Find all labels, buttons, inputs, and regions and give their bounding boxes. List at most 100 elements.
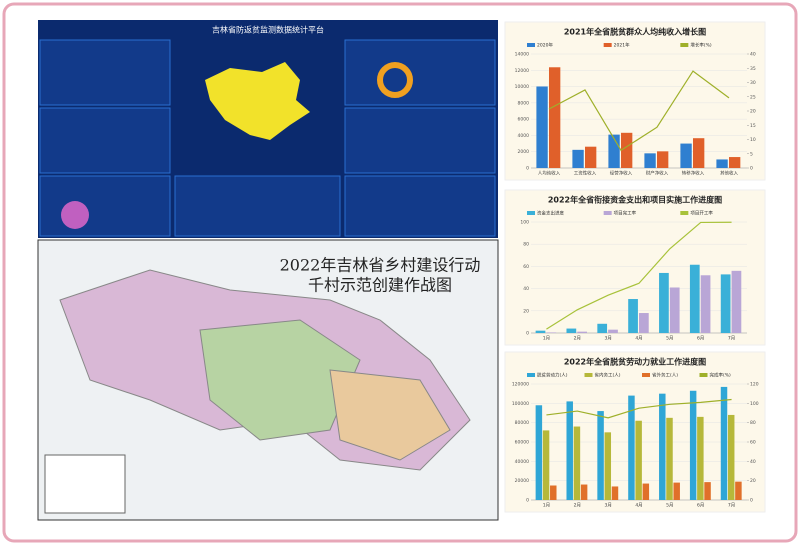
y-tick-label: 80000 — [515, 420, 529, 426]
y2-tick-label: 80 — [750, 420, 756, 426]
legend-label: 项目完工率 — [614, 210, 637, 217]
y-tick-label: 4000 — [518, 133, 530, 139]
y2-tick-label: 30 — [750, 80, 756, 86]
y2-tick-label: 120 — [750, 382, 759, 388]
bar — [704, 482, 711, 500]
map: 2022年吉林省乡村建设行动 千村示范创建作战图 — [37, 239, 499, 521]
y-tick-label: 14000 — [515, 52, 529, 58]
x-tick-label: 7月 — [728, 336, 735, 342]
panel — [174, 175, 341, 237]
y-tick-label: 0 — [526, 331, 529, 337]
bar — [689, 390, 697, 500]
legend-swatch — [680, 43, 689, 47]
legend-swatch — [527, 373, 535, 377]
panel — [344, 39, 496, 106]
bar — [735, 481, 742, 500]
bar — [536, 86, 548, 168]
y2-tick-label: 35 — [750, 66, 756, 72]
bar — [577, 331, 588, 333]
chart: 2021年全省脱贫群众人均纯收入增长图 2020年 2021年 增长率(%) 0 2000… — [504, 21, 766, 181]
y2-tick-label: 15 — [750, 123, 756, 129]
chart-title: 2021年全省脱贫群众人均纯收入增长图 — [564, 27, 706, 37]
bar — [700, 275, 711, 333]
x-tick-label: 4月 — [635, 503, 642, 509]
legend-label: 省内务工(人) — [595, 372, 621, 379]
y-tick-label: 100 — [520, 220, 529, 226]
bar — [716, 159, 728, 168]
bar — [720, 386, 728, 500]
x-tick-label: 2月 — [574, 336, 581, 342]
bar — [731, 270, 742, 333]
bar — [580, 484, 588, 500]
y-tick-label: 60 — [523, 264, 529, 270]
panel — [39, 107, 171, 174]
legend-swatch — [680, 211, 689, 215]
bar — [566, 328, 577, 333]
bar — [535, 330, 546, 333]
x-tick-label: 2月 — [574, 503, 581, 509]
y2-tick-label: 40 — [750, 52, 756, 58]
bar — [642, 483, 650, 500]
chart-title: 2022年全省脱贫劳动力就业工作进度图 — [564, 357, 706, 367]
legend-swatch — [603, 211, 612, 215]
y-tick-label: 2000 — [518, 149, 530, 155]
pie — [61, 201, 89, 229]
y-tick-label: 0 — [526, 498, 529, 504]
line — [546, 398, 732, 419]
y2-tick-label: 40 — [750, 459, 756, 465]
bar — [666, 417, 673, 500]
donut — [377, 62, 413, 98]
panel — [39, 39, 171, 106]
x-tick-label: 工资性收入 — [574, 170, 597, 177]
y2-tick-label: 100 — [750, 401, 759, 407]
bar — [639, 313, 649, 333]
bar — [659, 393, 666, 500]
y-tick-label: 40 — [523, 286, 529, 292]
y-tick-label: 6000 — [518, 117, 530, 123]
x-tick-label: 4月 — [635, 336, 642, 342]
dashboard: 吉林省防返贫监测数据统计平台 — [38, 20, 498, 238]
bar — [689, 264, 700, 333]
x-tick-label: 6月 — [697, 336, 704, 342]
legend-label: 增长率(%) — [690, 42, 712, 49]
y2-tick-label: 5 — [750, 151, 753, 157]
x-tick-label: 3月 — [604, 336, 611, 342]
legend-label: 完成率(%) — [710, 372, 732, 379]
y2-tick-label: 0 — [750, 498, 753, 504]
y-tick-label: 120000 — [512, 382, 529, 388]
y-tick-label: 60000 — [515, 440, 529, 446]
y-tick-label: 10000 — [515, 84, 529, 90]
bar — [604, 432, 612, 500]
legend-label: 资金支出进度 — [537, 210, 564, 217]
bar — [597, 323, 608, 333]
bar — [542, 430, 550, 500]
bar — [573, 426, 581, 500]
bar — [628, 299, 638, 333]
map-legend — [44, 454, 126, 514]
y-tick-label: 12000 — [515, 68, 529, 74]
bar — [611, 486, 619, 500]
bar — [659, 272, 669, 333]
legend-swatch — [527, 43, 535, 47]
bar — [546, 332, 557, 333]
map-region — [199, 319, 361, 441]
y-tick-label: 80 — [523, 242, 529, 248]
legend-swatch — [699, 373, 708, 377]
legend-swatch — [527, 211, 535, 215]
bar — [549, 67, 561, 168]
panel — [344, 175, 496, 237]
x-tick-label: 1月 — [543, 503, 550, 509]
y2-tick-label: 25 — [750, 94, 756, 100]
legend-label: 省外务工(人) — [652, 372, 678, 379]
x-tick-label: 3月 — [604, 503, 611, 509]
bar — [693, 138, 705, 168]
y-tick-label: 0 — [526, 166, 529, 172]
panel — [344, 107, 496, 174]
bar — [673, 482, 680, 500]
x-tick-label: 其他收入 — [720, 170, 738, 177]
legend-label: 脱贫劳动力(人) — [537, 372, 568, 379]
x-tick-label: 7月 — [728, 503, 735, 509]
bar — [608, 329, 618, 333]
